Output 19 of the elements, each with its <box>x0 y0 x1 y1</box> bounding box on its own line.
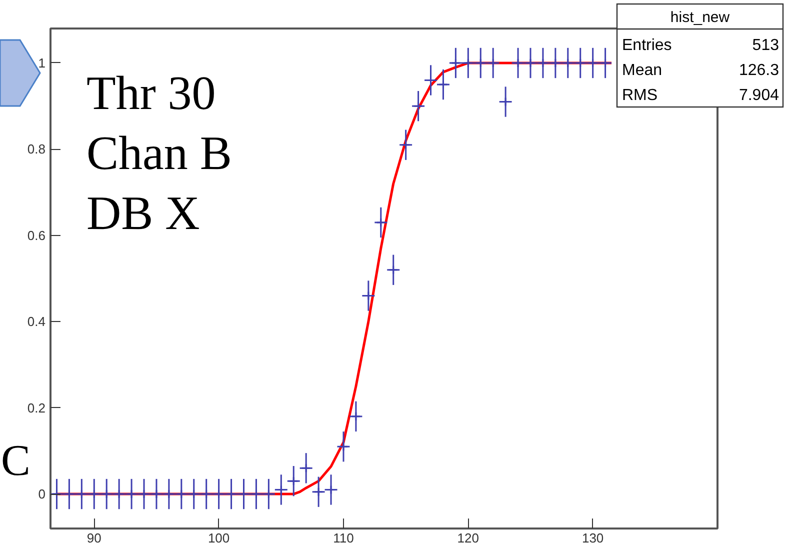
y-tick-label: 1 <box>38 55 46 70</box>
y-tick-label: 0.4 <box>27 314 46 330</box>
x-tick-label: 100 <box>208 530 230 546</box>
annotation: DB X <box>86 187 200 240</box>
annotation: Chan B <box>86 127 232 180</box>
y-tick-label: 0 <box>38 486 46 502</box>
text: RMS 7.904 <box>622 87 779 104</box>
y-tick-label: 0.2 <box>27 400 46 416</box>
x-tick-label: 110 <box>333 530 354 546</box>
text: C <box>1 436 30 485</box>
x-tick-label: 90 <box>86 530 102 546</box>
text: Entries 513 <box>622 37 779 54</box>
x-tick-label: 120 <box>457 530 480 546</box>
y-tick-label: 0.8 <box>27 142 46 157</box>
text: hist_new <box>670 9 730 26</box>
text: Mean 126.3 <box>622 62 779 79</box>
x-tick-label: 130 <box>582 530 604 546</box>
annotation: Thr 30 <box>86 67 216 120</box>
y-tick-label: 0.6 <box>27 228 46 243</box>
